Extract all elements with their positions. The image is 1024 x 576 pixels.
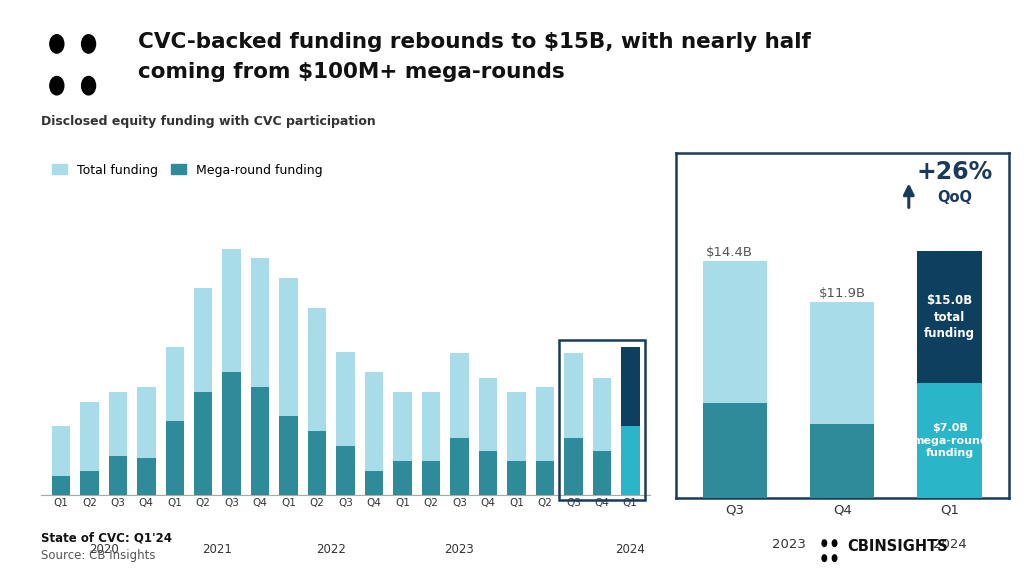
Text: 2022: 2022 <box>316 543 346 556</box>
Text: CBINSIGHTS: CBINSIGHTS <box>847 539 947 554</box>
Circle shape <box>77 28 100 60</box>
Circle shape <box>830 537 839 549</box>
Bar <box>593 451 611 495</box>
Bar <box>109 456 127 495</box>
Bar <box>336 446 355 495</box>
Text: 2023: 2023 <box>772 537 806 551</box>
Circle shape <box>822 540 826 547</box>
Bar <box>80 471 98 495</box>
Bar <box>622 347 640 495</box>
Bar <box>536 386 554 495</box>
Text: coming from $100M+ mega-rounds: coming from $100M+ mega-rounds <box>138 62 565 82</box>
Bar <box>280 416 298 495</box>
Circle shape <box>50 77 63 95</box>
Bar <box>810 424 874 498</box>
Circle shape <box>82 77 95 95</box>
Bar <box>280 278 298 495</box>
Bar <box>365 372 383 495</box>
Bar <box>564 438 583 495</box>
Circle shape <box>82 35 95 53</box>
Bar <box>422 392 440 495</box>
Text: State of CVC: Q1'24: State of CVC: Q1'24 <box>41 531 172 544</box>
Text: $15.0B
total
funding: $15.0B total funding <box>924 294 975 340</box>
Bar <box>478 378 498 495</box>
Text: 2021: 2021 <box>203 543 232 556</box>
Bar <box>166 347 184 495</box>
Circle shape <box>833 540 837 547</box>
Bar <box>451 353 469 495</box>
Bar <box>507 392 525 495</box>
Bar <box>166 421 184 495</box>
Bar <box>507 461 525 495</box>
Bar <box>918 383 982 498</box>
Bar <box>422 461 440 495</box>
Circle shape <box>77 70 100 101</box>
Circle shape <box>45 28 69 60</box>
Text: $7.0B
mega-round
funding: $7.0B mega-round funding <box>911 423 987 458</box>
Bar <box>194 392 213 495</box>
Circle shape <box>50 35 63 53</box>
Bar <box>222 372 241 495</box>
Bar <box>222 248 241 495</box>
Bar <box>137 458 156 495</box>
Text: Disclosed equity funding with CVC participation: Disclosed equity funding with CVC partic… <box>41 115 376 128</box>
Text: 2024: 2024 <box>933 537 967 551</box>
Text: CVC-backed funding rebounds to $15B, with nearly half: CVC-backed funding rebounds to $15B, wit… <box>138 32 811 52</box>
Bar <box>137 386 156 495</box>
Bar <box>251 259 269 495</box>
Bar <box>109 392 127 495</box>
Bar <box>393 461 412 495</box>
Bar <box>365 471 383 495</box>
Circle shape <box>45 70 69 101</box>
Text: 2023: 2023 <box>444 543 474 556</box>
Bar <box>308 431 327 495</box>
Circle shape <box>822 555 826 562</box>
Text: QoQ: QoQ <box>937 190 973 204</box>
Circle shape <box>833 555 837 562</box>
Bar <box>51 426 70 495</box>
Text: 2020: 2020 <box>89 543 119 556</box>
Bar <box>451 438 469 495</box>
Bar <box>393 392 412 495</box>
Bar <box>308 308 327 495</box>
Text: 2024: 2024 <box>615 543 645 556</box>
Circle shape <box>830 552 839 564</box>
Text: Source: CB Insights: Source: CB Insights <box>41 548 156 562</box>
Bar <box>336 352 355 495</box>
Bar <box>810 302 874 498</box>
Bar <box>194 288 213 495</box>
Bar <box>702 262 767 498</box>
Bar <box>918 251 982 498</box>
Bar <box>622 426 640 495</box>
Text: $14.4B: $14.4B <box>706 247 753 259</box>
Legend: Total funding, Mega-round funding: Total funding, Mega-round funding <box>47 159 328 182</box>
Bar <box>251 386 269 495</box>
Bar <box>593 378 611 495</box>
Bar <box>51 476 70 495</box>
Text: $11.9B: $11.9B <box>818 287 866 301</box>
Bar <box>478 451 498 495</box>
Bar <box>559 340 645 501</box>
Circle shape <box>820 537 828 549</box>
Bar <box>564 353 583 495</box>
Circle shape <box>820 552 828 564</box>
Bar <box>536 461 554 495</box>
Text: +26%: +26% <box>916 160 993 184</box>
Bar <box>702 403 767 498</box>
Bar <box>80 401 98 495</box>
